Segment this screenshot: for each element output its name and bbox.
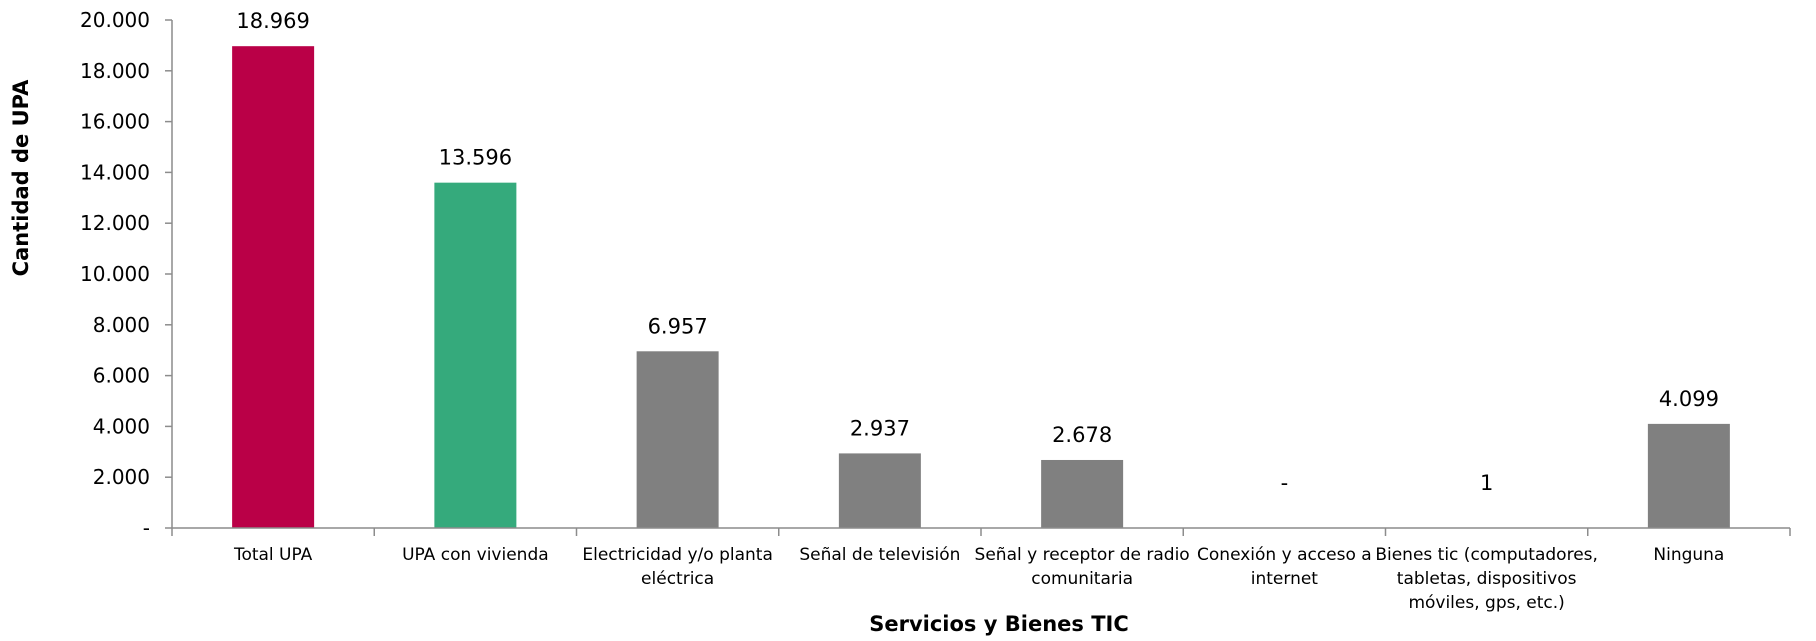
data-label: 2.937	[850, 416, 910, 440]
data-label: 13.596	[439, 146, 512, 170]
category-label: Bienes tic (computadores,tabletas, dispo…	[1375, 545, 1598, 613]
bars	[232, 46, 1730, 528]
data-label: 4.099	[1659, 387, 1719, 411]
data-label: 2.678	[1052, 423, 1112, 447]
category-label: Señal de televisión	[799, 545, 960, 565]
y-tick-label: 10.000	[80, 262, 150, 286]
bar	[1648, 424, 1730, 528]
y-tick-label: 6.000	[93, 364, 150, 388]
y-tick-label: 18.000	[80, 59, 150, 83]
y-tick-label: 4.000	[93, 414, 150, 438]
bar	[637, 351, 719, 528]
category-labels: Total UPA UPA con vivienda Electricidad y/…	[233, 545, 1724, 613]
y-tick-label: 12.000	[80, 211, 150, 235]
y-tick-label: -	[143, 516, 150, 540]
data-label: -	[1281, 471, 1289, 495]
data-label: 6.957	[648, 314, 708, 338]
bar	[232, 46, 314, 528]
y-tick-label: 16.000	[80, 110, 150, 134]
x-axis-title: Servicios y Bienes TIC	[869, 612, 1129, 636]
bar	[434, 183, 516, 528]
category-label: UPA con vivienda	[402, 545, 549, 565]
y-tick-label: 20.000	[80, 8, 150, 32]
category-label: Ninguna	[1653, 545, 1724, 565]
y-tick-label: 14.000	[80, 160, 150, 184]
bar	[1041, 460, 1123, 528]
data-label: 18.969	[236, 9, 309, 33]
y-tick-label: 2.000	[93, 465, 150, 489]
data-label: 1	[1480, 471, 1493, 495]
y-tick-label: 8.000	[93, 313, 150, 337]
y-axis-title: Cantidad de UPA	[9, 79, 33, 276]
x-axis-ticks	[172, 528, 1790, 536]
y-axis-ticks: - 2.000 4.000 6.000 8.000 10.000 12.000 14.000 1…	[80, 8, 172, 540]
bar	[839, 453, 921, 528]
category-label: Total UPA	[233, 545, 313, 565]
